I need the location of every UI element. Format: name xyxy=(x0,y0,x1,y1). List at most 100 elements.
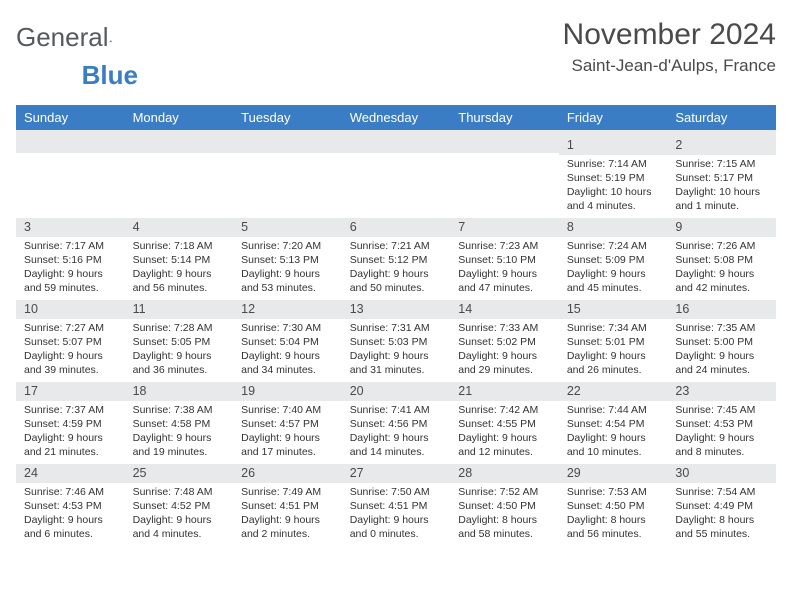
day-details: Sunrise: 7:30 AMSunset: 5:04 PMDaylight:… xyxy=(233,319,342,382)
day-number: 11 xyxy=(125,300,234,319)
day-details: Sunrise: 7:34 AMSunset: 5:01 PMDaylight:… xyxy=(559,319,668,382)
day-number: 29 xyxy=(559,464,668,483)
weekday-header-row: SundayMondayTuesdayWednesdayThursdayFrid… xyxy=(16,105,776,130)
day-number: 3 xyxy=(16,218,125,237)
calendar-cell: 17Sunrise: 7:37 AMSunset: 4:59 PMDayligh… xyxy=(16,382,125,464)
brand-part2: Blue xyxy=(82,60,138,91)
day-number: 20 xyxy=(342,382,451,401)
day-number: 18 xyxy=(125,382,234,401)
day-number: 2 xyxy=(667,136,776,155)
day-details: Sunrise: 7:37 AMSunset: 4:59 PMDaylight:… xyxy=(16,401,125,464)
location-subtitle: Saint-Jean-d'Aulps, France xyxy=(563,56,776,76)
day-number: 8 xyxy=(559,218,668,237)
weekday-header: Monday xyxy=(125,105,234,130)
calendar-cell: 5Sunrise: 7:20 AMSunset: 5:13 PMDaylight… xyxy=(233,218,342,300)
day-details: Sunrise: 7:31 AMSunset: 5:03 PMDaylight:… xyxy=(342,319,451,382)
day-number: 23 xyxy=(667,382,776,401)
brand-logo: General xyxy=(16,18,133,53)
logo-sail-icon xyxy=(109,30,113,52)
calendar-cell: 19Sunrise: 7:40 AMSunset: 4:57 PMDayligh… xyxy=(233,382,342,464)
day-details: Sunrise: 7:14 AMSunset: 5:19 PMDaylight:… xyxy=(559,155,668,218)
calendar-row: 3Sunrise: 7:17 AMSunset: 5:16 PMDaylight… xyxy=(16,218,776,300)
day-details: Sunrise: 7:35 AMSunset: 5:00 PMDaylight:… xyxy=(667,319,776,382)
day-number: 10 xyxy=(16,300,125,319)
calendar-cell: 11Sunrise: 7:28 AMSunset: 5:05 PMDayligh… xyxy=(125,300,234,382)
calendar-cell xyxy=(450,136,559,218)
day-details: Sunrise: 7:54 AMSunset: 4:49 PMDaylight:… xyxy=(667,483,776,546)
day-details: Sunrise: 7:46 AMSunset: 4:53 PMDaylight:… xyxy=(16,483,125,546)
calendar-cell xyxy=(125,136,234,218)
calendar-cell: 20Sunrise: 7:41 AMSunset: 4:56 PMDayligh… xyxy=(342,382,451,464)
calendar-cell: 30Sunrise: 7:54 AMSunset: 4:49 PMDayligh… xyxy=(667,464,776,546)
day-details xyxy=(342,153,451,159)
calendar-cell: 2Sunrise: 7:15 AMSunset: 5:17 PMDaylight… xyxy=(667,136,776,218)
calendar-cell: 13Sunrise: 7:31 AMSunset: 5:03 PMDayligh… xyxy=(342,300,451,382)
day-details: Sunrise: 7:23 AMSunset: 5:10 PMDaylight:… xyxy=(450,237,559,300)
calendar-cell: 28Sunrise: 7:52 AMSunset: 4:50 PMDayligh… xyxy=(450,464,559,546)
day-details: Sunrise: 7:17 AMSunset: 5:16 PMDaylight:… xyxy=(16,237,125,300)
calendar-cell: 10Sunrise: 7:27 AMSunset: 5:07 PMDayligh… xyxy=(16,300,125,382)
day-details: Sunrise: 7:45 AMSunset: 4:53 PMDaylight:… xyxy=(667,401,776,464)
calendar-cell: 29Sunrise: 7:53 AMSunset: 4:50 PMDayligh… xyxy=(559,464,668,546)
day-number: 1 xyxy=(559,136,668,155)
day-details: Sunrise: 7:53 AMSunset: 4:50 PMDaylight:… xyxy=(559,483,668,546)
day-number: 17 xyxy=(16,382,125,401)
day-number xyxy=(233,136,342,153)
calendar-cell: 14Sunrise: 7:33 AMSunset: 5:02 PMDayligh… xyxy=(450,300,559,382)
day-details: Sunrise: 7:24 AMSunset: 5:09 PMDaylight:… xyxy=(559,237,668,300)
weekday-header: Sunday xyxy=(16,105,125,130)
calendar-cell: 22Sunrise: 7:44 AMSunset: 4:54 PMDayligh… xyxy=(559,382,668,464)
day-details: Sunrise: 7:44 AMSunset: 4:54 PMDaylight:… xyxy=(559,401,668,464)
day-number: 6 xyxy=(342,218,451,237)
day-details: Sunrise: 7:28 AMSunset: 5:05 PMDaylight:… xyxy=(125,319,234,382)
day-details: Sunrise: 7:50 AMSunset: 4:51 PMDaylight:… xyxy=(342,483,451,546)
brand-part1: General xyxy=(16,22,109,53)
calendar-cell: 6Sunrise: 7:21 AMSunset: 5:12 PMDaylight… xyxy=(342,218,451,300)
day-details: Sunrise: 7:21 AMSunset: 5:12 PMDaylight:… xyxy=(342,237,451,300)
calendar-cell: 4Sunrise: 7:18 AMSunset: 5:14 PMDaylight… xyxy=(125,218,234,300)
calendar-row: 24Sunrise: 7:46 AMSunset: 4:53 PMDayligh… xyxy=(16,464,776,546)
day-number xyxy=(342,136,451,153)
calendar-cell: 8Sunrise: 7:24 AMSunset: 5:09 PMDaylight… xyxy=(559,218,668,300)
day-number: 30 xyxy=(667,464,776,483)
day-details: Sunrise: 7:42 AMSunset: 4:55 PMDaylight:… xyxy=(450,401,559,464)
calendar-cell: 15Sunrise: 7:34 AMSunset: 5:01 PMDayligh… xyxy=(559,300,668,382)
day-number xyxy=(16,136,125,153)
weekday-header: Tuesday xyxy=(233,105,342,130)
calendar-cell: 3Sunrise: 7:17 AMSunset: 5:16 PMDaylight… xyxy=(16,218,125,300)
day-number: 21 xyxy=(450,382,559,401)
day-number: 9 xyxy=(667,218,776,237)
day-number: 22 xyxy=(559,382,668,401)
calendar-cell: 16Sunrise: 7:35 AMSunset: 5:00 PMDayligh… xyxy=(667,300,776,382)
day-details: Sunrise: 7:33 AMSunset: 5:02 PMDaylight:… xyxy=(450,319,559,382)
calendar-cell: 18Sunrise: 7:38 AMSunset: 4:58 PMDayligh… xyxy=(125,382,234,464)
day-details: Sunrise: 7:48 AMSunset: 4:52 PMDaylight:… xyxy=(125,483,234,546)
day-details: Sunrise: 7:41 AMSunset: 4:56 PMDaylight:… xyxy=(342,401,451,464)
calendar-row: 1Sunrise: 7:14 AMSunset: 5:19 PMDaylight… xyxy=(16,136,776,218)
calendar-cell: 27Sunrise: 7:50 AMSunset: 4:51 PMDayligh… xyxy=(342,464,451,546)
day-details: Sunrise: 7:27 AMSunset: 5:07 PMDaylight:… xyxy=(16,319,125,382)
calendar-row: 17Sunrise: 7:37 AMSunset: 4:59 PMDayligh… xyxy=(16,382,776,464)
day-number xyxy=(450,136,559,153)
day-number: 27 xyxy=(342,464,451,483)
calendar-row: 10Sunrise: 7:27 AMSunset: 5:07 PMDayligh… xyxy=(16,300,776,382)
day-number: 13 xyxy=(342,300,451,319)
month-title: November 2024 xyxy=(563,18,776,52)
calendar-cell: 21Sunrise: 7:42 AMSunset: 4:55 PMDayligh… xyxy=(450,382,559,464)
day-details: Sunrise: 7:26 AMSunset: 5:08 PMDaylight:… xyxy=(667,237,776,300)
calendar-cell: 25Sunrise: 7:48 AMSunset: 4:52 PMDayligh… xyxy=(125,464,234,546)
day-number: 14 xyxy=(450,300,559,319)
day-number: 19 xyxy=(233,382,342,401)
day-details: Sunrise: 7:38 AMSunset: 4:58 PMDaylight:… xyxy=(125,401,234,464)
day-details xyxy=(16,153,125,159)
day-number: 28 xyxy=(450,464,559,483)
calendar-cell xyxy=(342,136,451,218)
day-details xyxy=(233,153,342,159)
calendar-cell: 7Sunrise: 7:23 AMSunset: 5:10 PMDaylight… xyxy=(450,218,559,300)
day-number: 7 xyxy=(450,218,559,237)
day-details: Sunrise: 7:20 AMSunset: 5:13 PMDaylight:… xyxy=(233,237,342,300)
weekday-header: Friday xyxy=(559,105,668,130)
calendar-cell: 12Sunrise: 7:30 AMSunset: 5:04 PMDayligh… xyxy=(233,300,342,382)
day-number: 25 xyxy=(125,464,234,483)
calendar-cell: 26Sunrise: 7:49 AMSunset: 4:51 PMDayligh… xyxy=(233,464,342,546)
